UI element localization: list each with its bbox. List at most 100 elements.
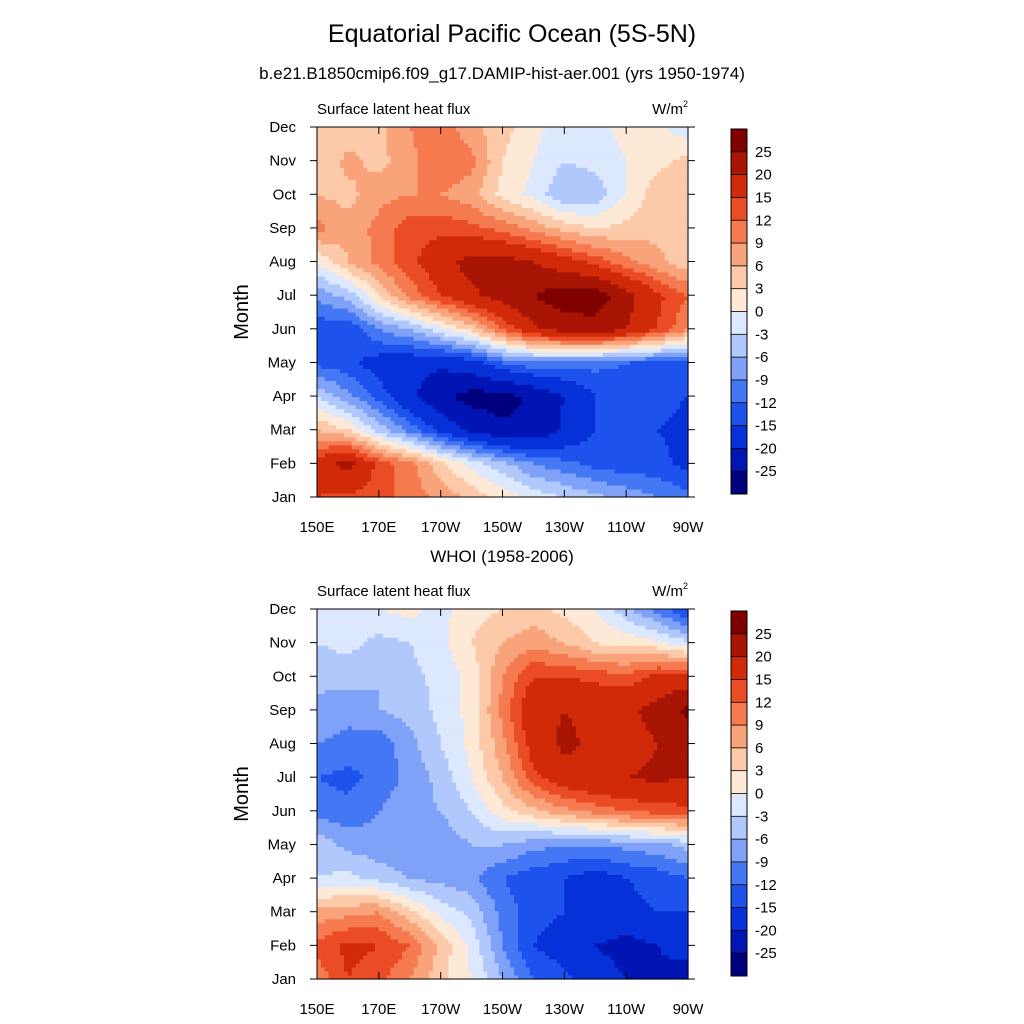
contour-cell: [595, 404, 681, 410]
contour-cell: [684, 396, 689, 402]
contour-cell: [317, 259, 334, 265]
contour-cell: [483, 761, 500, 767]
contour-cell: [514, 408, 562, 414]
contour-cell: [641, 717, 689, 723]
contour-cell: [641, 713, 685, 719]
contour-cell: [394, 741, 419, 747]
contour-cell: [475, 934, 492, 940]
contour-cell: [317, 806, 384, 811]
contour-cell: [645, 625, 670, 630]
contour-cell: [479, 681, 492, 687]
contour-cell: [317, 267, 330, 273]
contour-cell: [548, 183, 604, 188]
contour-cell: [602, 492, 654, 498]
contour-cell: [317, 874, 361, 880]
contour-cell: [506, 665, 527, 670]
contour-cell: [587, 789, 689, 795]
contour-cell: [606, 870, 670, 876]
contour-cell: [483, 962, 500, 968]
contour-cell: [317, 460, 337, 466]
contour-cell: [402, 950, 422, 956]
contour-cell: [680, 838, 689, 843]
contour-cell: [556, 781, 689, 787]
contour-cell: [340, 163, 364, 168]
contour-cell: [394, 275, 411, 281]
contour-cell: [521, 705, 643, 711]
contour-cell: [471, 348, 488, 353]
contour-cell: [506, 348, 531, 353]
colorbar-label: 3: [755, 281, 763, 298]
contour-cell: [452, 653, 477, 658]
contour-cell: [630, 360, 689, 365]
contour-cell: [317, 316, 326, 321]
contour-cell: [502, 798, 523, 803]
contour-cell: [521, 765, 535, 771]
contour-cell: [359, 275, 376, 281]
contour-cell: [664, 420, 689, 426]
y-tick-label: Jun: [272, 321, 296, 338]
contour-cell: [657, 320, 677, 325]
contour-cell: [436, 287, 480, 293]
contour-cell: [317, 428, 322, 434]
contour-cell: [599, 681, 635, 687]
colorbar-label: -6: [755, 349, 768, 366]
contour-cell: [456, 392, 515, 398]
contour-cell: [479, 191, 496, 196]
contour-cell: [533, 460, 581, 466]
contour-cell: [444, 918, 473, 924]
contour-cell: [660, 424, 689, 430]
contour-cell: [459, 689, 480, 695]
contour-cell: [371, 476, 395, 482]
contour-cell: [398, 637, 449, 642]
contour-cell: [498, 918, 519, 924]
contour-cell: [459, 424, 562, 430]
contour-cell: [444, 882, 484, 888]
contour-cell: [572, 484, 627, 490]
contour-cell: [417, 424, 434, 430]
contour-cell: [529, 753, 654, 759]
contour-cell: [618, 934, 635, 940]
contour-cell: [579, 625, 616, 630]
contour-cell: [668, 870, 689, 876]
contour-cell: [630, 312, 662, 317]
contour-cell: [529, 866, 658, 872]
contour-cell: [506, 878, 565, 884]
contour-cell: [452, 609, 500, 614]
contour-cell: [398, 324, 422, 329]
contour-cell: [432, 894, 473, 900]
contour-cell: [502, 171, 531, 176]
contour-cell: [398, 769, 430, 775]
contour-cell: [479, 902, 496, 908]
contour-cell: [390, 789, 434, 795]
contour-cell: [483, 749, 496, 755]
contour-cell: [514, 733, 527, 739]
contour-cell: [359, 958, 399, 964]
contour-cell: [463, 320, 480, 325]
contour-cell: [467, 428, 558, 434]
contour-cell: [374, 910, 380, 916]
contour-cell: [371, 251, 395, 257]
contour-cell: [537, 143, 620, 148]
contour-cell: [359, 902, 380, 908]
contour-cell: [684, 332, 689, 337]
contour-cell: [436, 806, 469, 811]
contour-cell: [317, 785, 337, 791]
colorbar-frame: [730, 128, 748, 495]
contour-cell: [374, 287, 388, 293]
contour-cell: [317, 717, 403, 723]
contour-cell: [610, 259, 639, 265]
contour-cell: [456, 906, 480, 912]
contour-cell: [317, 404, 337, 410]
contour-cell: [514, 898, 565, 904]
contour-cell: [487, 171, 504, 176]
contour-cell: [680, 400, 689, 406]
contour-cell: [452, 344, 477, 349]
contour-cell: [324, 966, 345, 972]
contour-cell: [398, 938, 419, 944]
contour-cell: [351, 785, 395, 791]
contour-cell: [668, 448, 689, 454]
contour-cell: [328, 444, 353, 450]
contour-cell: [537, 219, 565, 225]
contour-cell: [529, 625, 538, 630]
contour-cell: [483, 765, 500, 771]
